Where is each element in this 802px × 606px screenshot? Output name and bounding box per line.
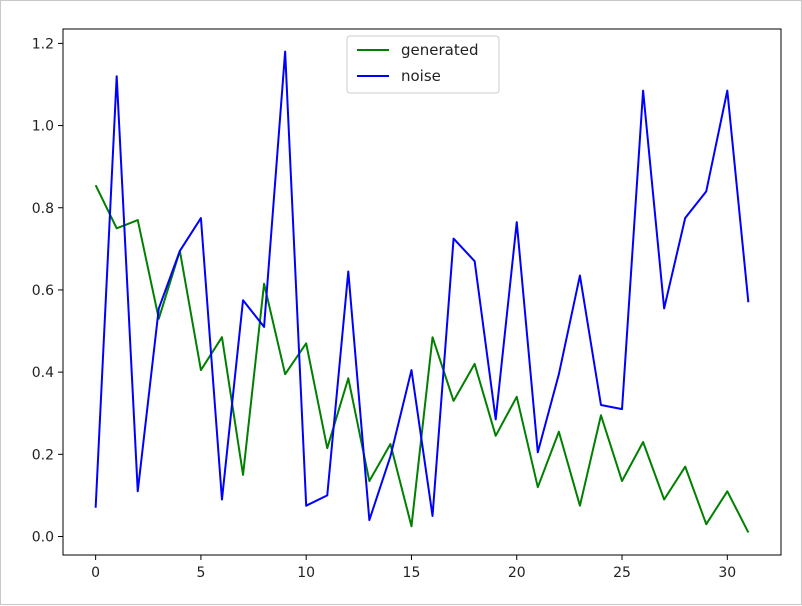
x-tick-label: 15 — [403, 565, 421, 581]
y-tick-label: 0.8 — [32, 201, 54, 217]
y-tick-label: 0.6 — [32, 283, 54, 299]
x-tick-label: 0 — [91, 565, 100, 581]
legend: generated noise — [346, 35, 500, 94]
legend-label-noise: noise — [401, 67, 441, 85]
y-tick-label: 0.2 — [32, 447, 54, 463]
plot-lines — [94, 50, 750, 533]
x-axis-ticks: 0 5 10 15 20 25 30 — [91, 555, 736, 581]
y-tick-label: 0.0 — [32, 530, 54, 546]
y-tick-label: 1.0 — [32, 119, 54, 135]
x-tick-label: 25 — [613, 565, 631, 581]
series-line-generated — [94, 184, 750, 533]
series-line-noise — [94, 50, 750, 522]
y-tick-label: 0.4 — [32, 365, 54, 381]
x-tick-label: 10 — [297, 565, 315, 581]
x-tick-label: 30 — [718, 565, 736, 581]
legend-label-generated: generated — [401, 41, 478, 59]
y-tick-label: 1.2 — [32, 36, 54, 52]
x-tick-label: 20 — [508, 565, 526, 581]
x-tick-label: 5 — [196, 565, 205, 581]
y-axis-ticks: 0.0 0.2 0.4 0.6 0.8 1.0 1.2 — [32, 36, 63, 546]
axes-frame — [62, 28, 782, 556]
